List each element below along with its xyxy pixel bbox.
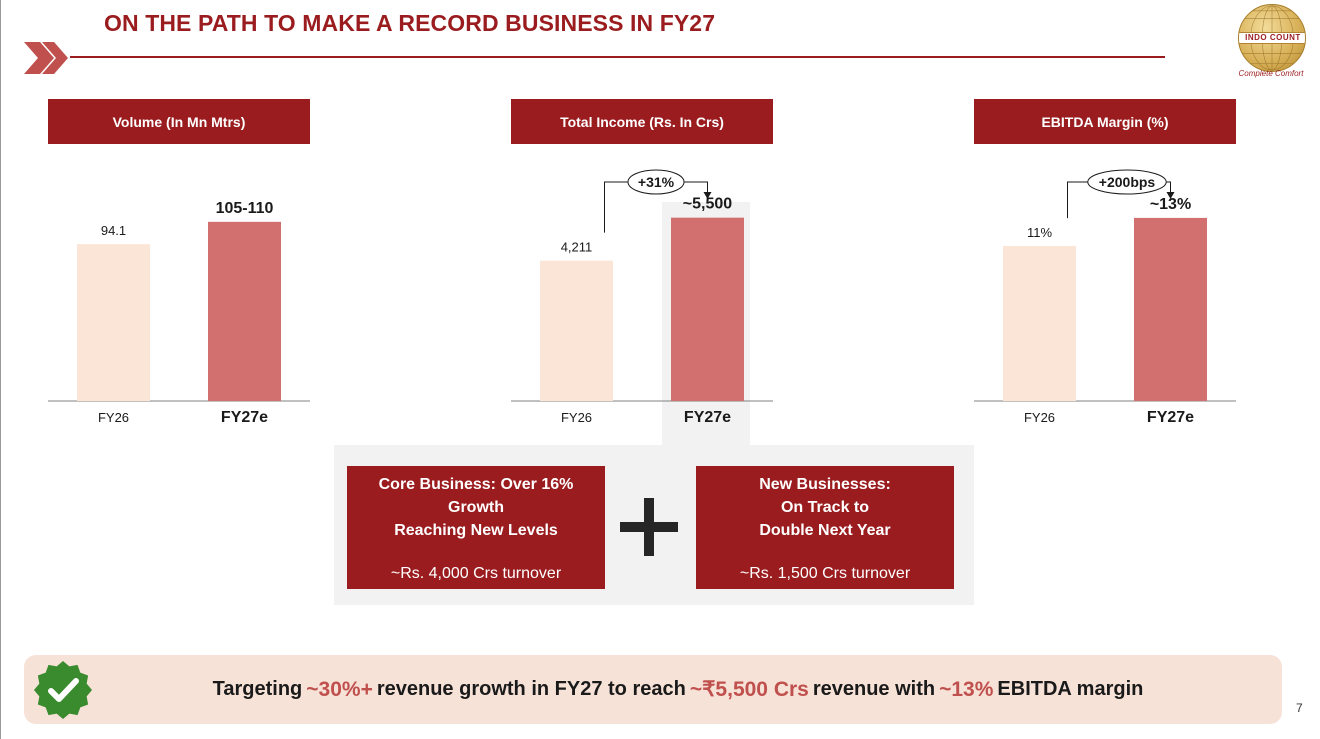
new-businesses-line-1: New Businesses: <box>759 476 891 493</box>
growth-label-bubble <box>1087 169 1167 195</box>
company-logo: INDO COUNT Complete Comfort <box>1226 4 1316 80</box>
ebitda-margin-chart: 11% FY26 ~13% FY27e +200bps <box>974 169 1236 426</box>
x-tick-label-fy26: FY26 <box>1024 410 1055 425</box>
chevron-right-icon <box>24 42 68 74</box>
volume-chart: 94.1 FY26 105-110 FY27e <box>48 200 310 426</box>
target-text-1: Targeting <box>212 678 303 700</box>
bar-fy26 <box>77 244 150 401</box>
target-growth-highlight: ~30%+ <box>306 677 373 701</box>
logo-wordmark: INDO COUNT <box>1239 32 1305 44</box>
bar-fy26 <box>1003 246 1076 401</box>
growth-label-bubble <box>627 169 685 195</box>
bar-fy27e <box>671 217 744 401</box>
x-tick-label-fy26: FY26 <box>561 410 592 425</box>
bar-fy27e <box>208 221 281 401</box>
data-label-fy27e: ~5,500 <box>683 196 732 213</box>
data-label-fy26: 4,211 <box>561 240 593 255</box>
bar-fy26 <box>540 260 613 401</box>
core-business-box: Core Business: Over 16% Growth Reaching … <box>347 466 605 589</box>
target-text-4: EBITDA margin <box>997 678 1144 700</box>
header-divider <box>70 56 1165 58</box>
slide-left-border <box>0 0 1 739</box>
new-businesses-line-2: On Track to <box>780 499 870 516</box>
total-income-chart-title: Total Income (Rs. In Crs) <box>511 99 773 144</box>
total-income-chart: 4,211 FY26 ~5,500 FY27e +31% <box>511 169 773 426</box>
x-tick-label-fy27e: FY27e <box>684 409 731 426</box>
page-title: ON THE PATH TO MAKE A RECORD BUSINESS IN… <box>104 10 716 36</box>
target-banner: Targeting ~30%+ revenue growth in FY27 t… <box>24 655 1282 724</box>
bar-fy27e <box>1134 217 1207 401</box>
new-businesses-box: New Businesses: On Track to Double Next … <box>696 466 954 589</box>
logo-tagline: Complete Comfort <box>1238 69 1304 78</box>
ebitda-margin-panel: EBITDA Margin (%) 11% FY26 ~13% FY27e +200bp… <box>974 99 1236 429</box>
ebitda-margin-chart-title: EBITDA Margin (%) <box>974 99 1236 144</box>
data-label-fy27e: ~13% <box>1150 196 1191 213</box>
globe-logo-icon: INDO COUNT <box>1238 4 1306 72</box>
target-margin-highlight: ~13% <box>939 677 994 701</box>
new-businesses-heading: New Businesses: On Track to Double Next … <box>696 473 954 542</box>
data-label-fy27e: 105-110 <box>216 200 274 217</box>
data-label-fy26: 94.1 <box>101 223 126 238</box>
business-breakdown: Core Business: Over 16% Growth Reaching … <box>334 445 974 605</box>
core-business-line-2: Growth <box>448 499 504 516</box>
total-income-panel: Total Income (Rs. In Crs) 4,211 FY26 ~5,50… <box>511 99 773 429</box>
core-business-heading: Core Business: Over 16% Growth Reaching … <box>347 473 605 542</box>
volume-panel: Volume (In Mn Mtrs) 94.1 FY26 105-110 FY27e <box>48 99 310 429</box>
target-revenue-highlight: ~₹5,500 Crs <box>689 678 809 701</box>
core-business-line-1: Core Business: Over 16% <box>378 476 574 493</box>
x-tick-label-fy26: FY26 <box>98 410 129 425</box>
target-text-2: revenue growth in FY27 to reach <box>376 678 686 700</box>
new-businesses-line-3: Double Next Year <box>759 522 891 539</box>
core-business-turnover: ~Rs. 4,000 Crs turnover <box>390 565 562 582</box>
core-business-line-3: Reaching New Levels <box>394 522 558 539</box>
verified-check-badge-icon <box>34 661 92 719</box>
plus-icon <box>620 498 678 556</box>
page-number: 7 <box>1296 701 1303 715</box>
data-label-fy26: 11% <box>1027 225 1052 240</box>
x-tick-label-fy27e: FY27e <box>221 409 268 426</box>
growth-label: +31% <box>638 174 675 190</box>
target-text-3: revenue with <box>812 678 936 700</box>
growth-label: +200bps <box>1099 174 1156 190</box>
x-tick-label-fy27e: FY27e <box>1147 409 1194 426</box>
volume-chart-title: Volume (In Mn Mtrs) <box>48 99 310 144</box>
target-statement: Targeting ~30%+ revenue growth in FY27 t… <box>24 655 1282 724</box>
new-businesses-turnover: ~Rs. 1,500 Crs turnover <box>739 565 911 582</box>
